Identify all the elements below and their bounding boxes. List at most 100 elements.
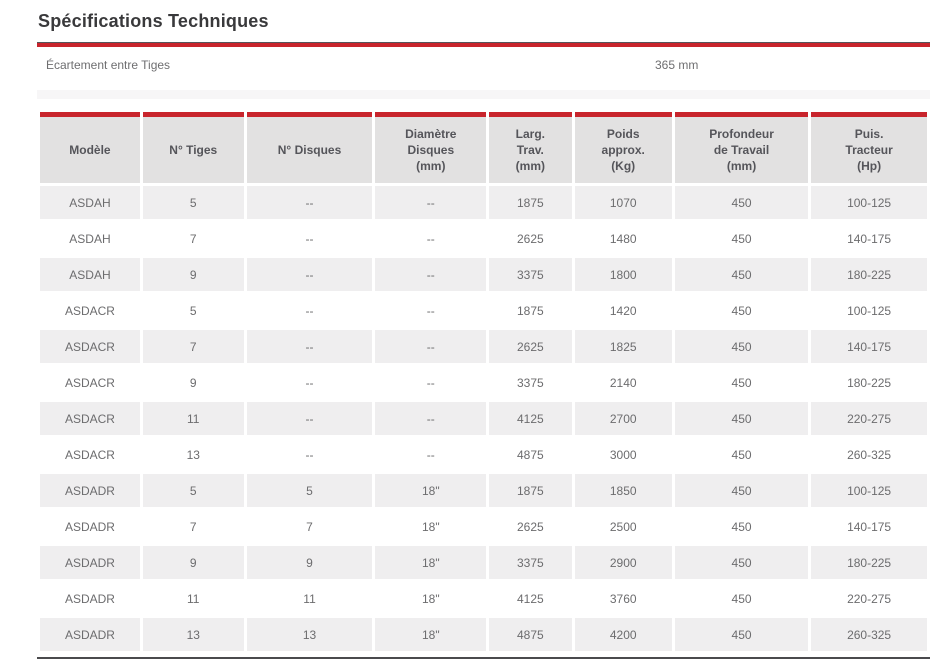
table-cell: 2625 [489,222,572,255]
table-cell: 180-225 [811,546,927,579]
table-cell: 450 [674,582,809,615]
table-row: ASDADR 13 13 18" 4875 4200 450 260-325 [40,618,927,651]
table-cell: 260-325 [811,618,927,651]
table-cell: 450 [674,510,809,543]
table-row: ASDADR 11 11 18" 4125 3760 450 220-275 [40,582,927,615]
table-cell: 2140 [574,366,672,399]
table-row: ASDAH 7 -- -- 2625 1480 450 140-175 [40,222,927,255]
table-cell: 7 [246,510,373,543]
table-cell: 2900 [574,546,672,579]
table-cell: ASDADR [40,510,140,543]
table-cell: 5 [142,186,244,219]
table-cell: 11 [142,582,244,615]
table-cell: ASDAH [40,258,140,291]
table-row: ASDAH 9 -- -- 3375 1800 450 180-225 [40,258,927,291]
table-cell: 450 [674,222,809,255]
table-cell: 180-225 [811,258,927,291]
table-cell: -- [246,294,373,327]
table-cell: 220-275 [811,582,927,615]
table-cell: 9 [142,546,244,579]
section-divider [37,90,930,99]
table-cell: 260-325 [811,438,927,471]
table-cell: 5 [246,474,373,507]
table-row: ASDACR 11 -- -- 4125 2700 450 220-275 [40,402,927,435]
table-cell: -- [246,402,373,435]
column-header-poids-approx: Poids approx. (Kg) [574,112,672,183]
table-cell: -- [246,258,373,291]
table-cell: 4875 [489,618,572,651]
table-cell: 2700 [574,402,672,435]
table-body: ASDAH 5 -- -- 1875 1070 450 100-125 ASDAH 7 -- -- 26… [40,186,927,651]
table-cell: 13 [142,438,244,471]
table-cell: -- [375,330,487,363]
table-cell: 1875 [489,474,572,507]
table-row: ASDACR 9 -- -- 3375 2140 450 180-225 [40,366,927,399]
table-cell: 7 [142,222,244,255]
table-cell: 220-275 [811,402,927,435]
specs-table: Modèle N° Tiges N° Disques Diamètre Disques… [37,109,930,654]
table-cell: -- [246,222,373,255]
table-cell: 450 [674,402,809,435]
table-cell: 100-125 [811,474,927,507]
table-cell: ASDACR [40,294,140,327]
table-cell: 2625 [489,330,572,363]
table-cell: 1850 [574,474,672,507]
table-row: ASDACR 7 -- -- 2625 1825 450 140-175 [40,330,927,363]
table-cell: -- [375,294,487,327]
table-cell: 450 [674,474,809,507]
table-cell: ASDADR [40,618,140,651]
column-header-diametre-disques: Diamètre Disques (mm) [375,112,487,183]
table-cell: 450 [674,366,809,399]
table-cell: 450 [674,330,809,363]
table-cell: 4875 [489,438,572,471]
table-cell: 450 [674,294,809,327]
table-cell: 180-225 [811,366,927,399]
table-cell: 1875 [489,294,572,327]
table-cell: 1420 [574,294,672,327]
table-cell: -- [246,186,373,219]
table-cell: 13 [246,618,373,651]
table-row: ASDADR 7 7 18" 2625 2500 450 140-175 [40,510,927,543]
table-cell: 1875 [489,186,572,219]
table-cell: -- [246,330,373,363]
table-cell: 2500 [574,510,672,543]
table-row: ASDACR 13 -- -- 4875 3000 450 260-325 [40,438,927,471]
table-row: ASDAH 5 -- -- 1875 1070 450 100-125 [40,186,927,219]
table-cell: ASDACR [40,330,140,363]
table-cell: 5 [142,474,244,507]
table-cell: 100-125 [811,186,927,219]
table-cell: ASDACR [40,402,140,435]
table-cell: 4125 [489,582,572,615]
column-header-larg-trav: Larg. Trav. (mm) [489,112,572,183]
table-cell: -- [246,438,373,471]
table-cell: 100-125 [811,294,927,327]
table-cell: 4200 [574,618,672,651]
table-cell: ASDACR [40,438,140,471]
table-cell: -- [375,186,487,219]
table-cell: 1480 [574,222,672,255]
table-cell: 9 [142,366,244,399]
table-cell: 18" [375,618,487,651]
table-cell: 2625 [489,510,572,543]
table-cell: 3000 [574,438,672,471]
page-title: Spécifications Techniques [38,11,269,31]
table-cell: 450 [674,438,809,471]
table-cell: -- [246,366,373,399]
column-header-puis-tracteur: Puis. Tracteur (Hp) [811,112,927,183]
table-cell: -- [375,222,487,255]
spec-row: Écartement entre Tiges 365 mm [37,47,930,90]
table-header-row: Modèle N° Tiges N° Disques Diamètre Disques… [40,112,927,183]
table-cell: -- [375,366,487,399]
table-cell: -- [375,402,487,435]
table-cell: 450 [674,186,809,219]
table-row: ASDACR 5 -- -- 1875 1420 450 100-125 [40,294,927,327]
column-header-modele: Modèle [40,112,140,183]
table-cell: 450 [674,618,809,651]
table-cell: -- [375,258,487,291]
table-cell: 9 [142,258,244,291]
table-cell: ASDAH [40,186,140,219]
table-cell: 5 [142,294,244,327]
table-cell: ASDACR [40,366,140,399]
table-cell: ASDADR [40,582,140,615]
table-cell: 3375 [489,546,572,579]
